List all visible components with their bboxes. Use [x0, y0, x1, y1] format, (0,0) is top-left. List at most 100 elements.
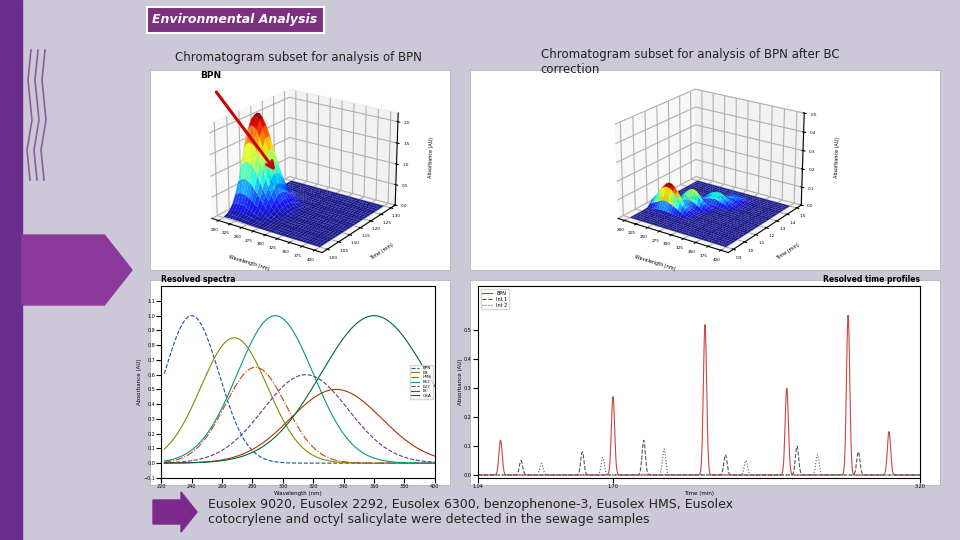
BC — [159, 460, 171, 467]
Bar — [150, 280, 450, 485]
Int 2 — [517, 472, 529, 478]
Y-axis label: Time (min): Time (min) — [370, 242, 395, 261]
E62 — [158, 458, 170, 464]
E22 — [429, 459, 441, 465]
E62 — [325, 409, 337, 416]
HMS — [250, 364, 261, 370]
HMS — [320, 453, 331, 460]
BPN — [776, 471, 787, 477]
BPN — [158, 370, 170, 377]
Int 2 — [776, 472, 787, 478]
E22 — [321, 381, 332, 388]
BC — [319, 388, 330, 395]
Line: E22: E22 — [164, 375, 435, 463]
Bar — [0, 0, 22, 540]
BPN — [517, 472, 529, 478]
E22 — [300, 372, 311, 378]
Line: BPN: BPN — [164, 316, 435, 463]
Int 1 — [517, 465, 529, 472]
E62 — [321, 400, 332, 407]
E62 — [388, 458, 399, 465]
HMS — [405, 460, 417, 467]
Int 1 — [472, 472, 484, 478]
Int 1 — [817, 472, 828, 478]
Int 1 — [914, 472, 925, 478]
Int 2 — [817, 471, 828, 478]
E9 — [388, 460, 399, 467]
E62 — [320, 398, 331, 404]
Text: Chromatogram subset for analysis of BPN after BC
correction: Chromatogram subset for analysis of BPN … — [540, 48, 839, 76]
BPN — [551, 472, 563, 478]
Int 1 — [825, 472, 836, 478]
BC — [429, 453, 441, 460]
Bar — [150, 70, 450, 270]
E9 — [429, 460, 441, 467]
Line: E9: E9 — [164, 338, 435, 463]
Bar — [470, 280, 940, 485]
Text: Eusolex 9020, Eusolex 2292, Eusolex 6300, benzophenone-3, Eusolex HMS, Eusolex
c: Eusolex 9020, Eusolex 2292, Eusolex 6300… — [208, 498, 733, 526]
HMS — [321, 454, 332, 460]
Text: Environmental Analysis: Environmental Analysis — [153, 14, 318, 26]
BC — [158, 460, 170, 467]
BPN — [667, 472, 679, 478]
Int 1 — [651, 472, 662, 478]
BPN — [159, 368, 171, 374]
BPN — [842, 312, 853, 319]
E22 — [325, 386, 337, 392]
BPN — [651, 472, 662, 478]
BC — [320, 388, 331, 395]
BPN — [817, 472, 828, 478]
E9 — [158, 446, 170, 453]
OSA — [319, 364, 330, 371]
E9 — [321, 457, 332, 463]
BPN — [472, 472, 484, 478]
Y-axis label: Absorbance (AU): Absorbance (AU) — [458, 359, 463, 405]
BPN — [429, 460, 441, 467]
OSA — [388, 322, 399, 328]
OSA — [405, 343, 417, 350]
BPN — [825, 472, 836, 478]
Polygon shape — [22, 235, 132, 305]
Line: BC: BC — [164, 389, 435, 463]
HMS — [159, 459, 171, 465]
HMS — [388, 460, 399, 467]
OSA — [429, 383, 441, 390]
Text: BPN: BPN — [200, 71, 221, 80]
E62 — [159, 458, 171, 464]
Y-axis label: Time (min): Time (min) — [776, 242, 801, 261]
OSA — [369, 313, 380, 319]
BC — [324, 387, 336, 393]
Int 2 — [667, 472, 679, 478]
FancyBboxPatch shape — [147, 7, 324, 33]
E9 — [405, 460, 417, 467]
BPN — [185, 313, 197, 319]
BPN — [321, 460, 332, 467]
Int 1 — [667, 472, 679, 478]
Polygon shape — [153, 492, 197, 532]
Line: OSA: OSA — [164, 316, 435, 463]
E22 — [388, 449, 399, 456]
Int 2 — [659, 446, 670, 452]
OSA — [158, 460, 170, 467]
BPN — [325, 460, 337, 467]
Legend: BPN, E9, HMS, E62, E22, BC, OSA: BPN, E9, HMS, E62, E22, BC, OSA — [410, 365, 433, 399]
OSA — [320, 363, 331, 369]
Int 2 — [472, 472, 484, 478]
X-axis label: Wavelength (nm): Wavelength (nm) — [635, 254, 677, 271]
BPN — [320, 460, 331, 467]
Int 2 — [914, 472, 925, 478]
Line: Int 2: Int 2 — [478, 449, 920, 475]
Y-axis label: Absorbance (AU): Absorbance (AU) — [136, 359, 142, 405]
E9 — [325, 458, 337, 464]
Int 1 — [776, 472, 787, 478]
HMS — [429, 460, 441, 467]
E9 — [228, 335, 240, 341]
Int 2 — [651, 472, 662, 478]
Line: HMS: HMS — [164, 367, 435, 463]
BPN — [914, 472, 925, 478]
E22 — [159, 460, 171, 466]
E62 — [270, 313, 281, 319]
X-axis label: Wavelength (nm): Wavelength (nm) — [275, 490, 322, 496]
E22 — [320, 381, 331, 387]
Text: Resolved time profiles: Resolved time profiles — [823, 275, 920, 284]
